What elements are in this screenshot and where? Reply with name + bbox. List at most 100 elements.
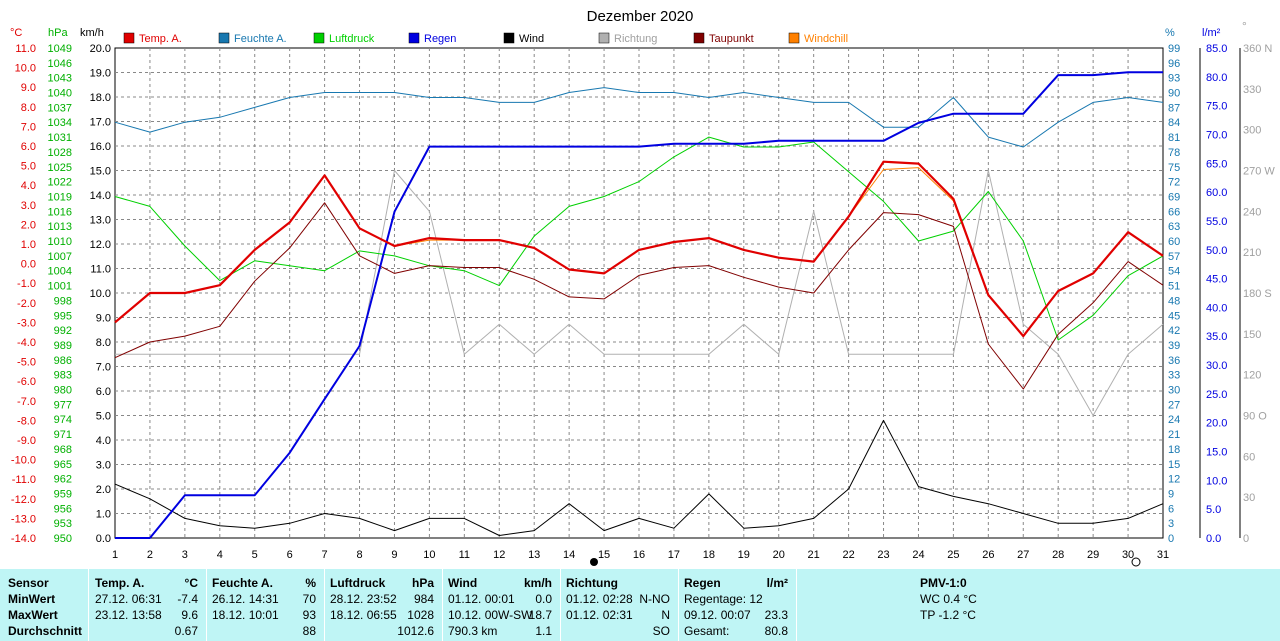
temp-axis-tick: 0.0 [21, 259, 36, 271]
series-line-taupunkt [114, 202, 1164, 390]
temp-title: Temp. A. [95, 576, 145, 590]
wind-axis-tick: 7.0 [96, 362, 111, 374]
humidity-unit: % [305, 576, 316, 590]
series-line-richtung [115, 170, 1164, 416]
wind-axis-tick: 12.0 [90, 239, 111, 251]
rain-unit: l/m² [766, 576, 788, 590]
pmv-dewpoint: TP -1.2 °C [920, 608, 976, 622]
pressure-axis-tick: 986 [54, 355, 72, 367]
temp-axis-tick: -12.0 [11, 494, 36, 506]
humidity-axis-tick: 99 [1168, 43, 1180, 55]
humidity-axis-tick: 0 [1168, 533, 1174, 545]
series-line-temp-a [114, 160, 1164, 338]
legend-label: Richtung [614, 33, 657, 45]
full-moon-icon [1131, 557, 1141, 567]
direction-axis-tick: 330 [1243, 84, 1261, 96]
x-tick-label: 16 [633, 549, 645, 561]
rain-axis-tick: 25.0 [1206, 389, 1227, 401]
wind-avg-value: 1.1 [535, 624, 552, 638]
humidity-axis-tick: 3 [1168, 518, 1174, 530]
direction-max-time: 01.12. 02:31 [566, 608, 633, 622]
rain-axis-tick: 55.0 [1206, 216, 1227, 228]
pressure-axis-tick: 1031 [48, 132, 72, 144]
x-tick-label: 28 [1052, 549, 1064, 561]
rain-axis-tick: 40.0 [1206, 302, 1227, 314]
series-line-wind [114, 419, 1164, 536]
humidity-axis-tick: 90 [1168, 88, 1180, 100]
x-tick-label: 30 [1122, 549, 1134, 561]
pressure-axis-tick: 1037 [48, 102, 72, 114]
direction-axis-tick: 90 O [1243, 411, 1267, 423]
temp-max-value: 9.6 [181, 608, 198, 622]
wind-axis-tick: 4.0 [96, 435, 111, 447]
legend-swatch [598, 32, 610, 44]
legend-swatch [693, 32, 705, 44]
temp-axis-tick: 8.0 [21, 102, 36, 114]
humidity-axis-tick: 78 [1168, 147, 1180, 159]
rain-axis-tick: 5.0 [1206, 504, 1221, 516]
x-tick-label: 25 [947, 549, 959, 561]
temp-axis-tick: 7.0 [21, 121, 36, 133]
chart-axes: 1 2 3 4 5 6 7 8 9 10 11 12 13 14 15 16 17 18 19 20 21 22 23 24 2… [11, 43, 1275, 561]
direction-title: Richtung [566, 576, 618, 590]
temp-axis-tick: -9.0 [17, 435, 36, 447]
pressure-axis-tick: 989 [54, 340, 72, 352]
rain-axis-tick: 20.0 [1206, 418, 1227, 430]
legend-label: Wind [519, 33, 544, 45]
legend-label: Temp. A. [139, 33, 182, 45]
humidity-axis-tick: 42 [1168, 325, 1180, 337]
direction-axis-tick: 270 W [1243, 166, 1275, 178]
wind-axis-tick: 1.0 [96, 509, 111, 521]
rain-total-value: 80.8 [764, 624, 788, 638]
humidity-min-time: 26.12. 14:31 [212, 592, 279, 606]
temp-axis-tick: -8.0 [17, 415, 36, 427]
humidity-axis-tick: 39 [1168, 340, 1180, 352]
x-tick-label: 29 [1087, 549, 1099, 561]
wind-max-value: 18.7 [528, 608, 552, 622]
humidity-max-time: 18.12. 10:01 [212, 608, 279, 622]
x-tick-label: 4 [217, 549, 223, 561]
temp-axis-tick: -1.0 [17, 278, 36, 290]
wind-axis-tick: 3.0 [96, 460, 111, 472]
pressure-axis-tick: 965 [54, 459, 72, 471]
pressure-min-value: 984 [413, 592, 434, 606]
temp-axis-tick: 3.0 [21, 200, 36, 212]
pressure-axis-tick: 1025 [48, 162, 72, 174]
temp-min-value: -7.4 [177, 592, 198, 606]
pressure-axis-tick: 1001 [48, 281, 72, 293]
series-line-regen [115, 71, 1163, 539]
chart-grid [114, 47, 1164, 539]
pressure-axis-tick: 1019 [48, 191, 72, 203]
humidity-axis-tick: 60 [1168, 236, 1180, 248]
wind-min-time: 01.12. 00:01 [448, 592, 515, 606]
pressure-axis-tick: 992 [54, 325, 72, 337]
temp-max-time: 23.12. 13:58 [95, 608, 162, 622]
pressure-axis-tick: 1013 [48, 221, 72, 233]
rain-axis-tick: 15.0 [1206, 447, 1227, 459]
pressure-axis-tick: 1028 [48, 147, 72, 159]
humidity-axis-tick: 51 [1168, 281, 1180, 293]
temp-axis-tick: -10.0 [11, 455, 36, 467]
temp-axis-tick: -3.0 [17, 317, 36, 329]
humidity-axis-tick: 81 [1168, 132, 1180, 144]
wind-axis-tick: 17.0 [90, 117, 111, 129]
rain-unit-label: l/m² [1202, 27, 1221, 39]
x-tick-label: 3 [182, 549, 188, 561]
rain-axis-tick: 10.0 [1206, 475, 1227, 487]
temp-axis-tick: 10.0 [15, 63, 36, 75]
x-tick-label: 12 [493, 549, 505, 561]
direction-axis-tick: 240 [1243, 206, 1261, 218]
legend-label: Windchill [804, 33, 848, 45]
wind-title: Wind [448, 576, 478, 590]
legend-swatch [503, 32, 515, 44]
rain-max-time: 09.12. 00:07 [684, 608, 751, 622]
pressure-axis-tick: 956 [54, 503, 72, 515]
temp-axis-tick: -7.0 [17, 396, 36, 408]
humidity-axis-tick: 63 [1168, 221, 1180, 233]
humidity-axis-tick: 24 [1168, 414, 1180, 426]
direction-axis-tick: 30 [1243, 492, 1255, 504]
pressure-max-time: 18.12. 06:55 [330, 608, 397, 622]
pressure-axis-tick: 995 [54, 310, 72, 322]
pressure-axis-tick: 980 [54, 385, 72, 397]
humidity-axis-tick: 69 [1168, 191, 1180, 203]
